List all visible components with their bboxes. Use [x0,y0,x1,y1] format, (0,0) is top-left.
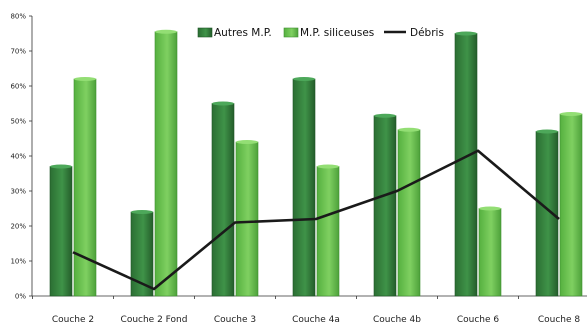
x-tick-label: Couche 6 [457,315,500,323]
bar-siliceuses [154,31,178,297]
y-tick-label: 0% [15,293,26,301]
y-tick-label: 20% [10,223,26,231]
bar-cap-siliceuses [398,127,420,132]
legend: Autres M.P. M.P. siliceuses Débris [197,27,444,39]
bar-cap-autres [455,31,477,36]
bar-cap-autres [374,113,396,118]
bar-autres [373,115,397,297]
y-tick-label: 80% [10,13,26,21]
bar-siliceuses [316,166,340,297]
x-tick-label: Couche 2 [52,315,94,323]
bar-cap-autres [212,101,234,106]
bar-siliceuses [559,113,583,297]
y-tick-label: 50% [10,118,26,126]
legend-swatch-siliceuses [283,27,299,38]
bar-cap-siliceuses [74,77,96,81]
legend-label-autres: Autres M.P. [214,27,272,39]
line-layer [72,149,560,291]
x-tick-label: Couche 2 Fond [121,315,188,323]
y-tick-label: 70% [10,48,26,56]
bar-cap-autres [50,164,72,169]
bar-cap-siliceuses [236,140,258,144]
bar-siliceuses [73,78,97,297]
x-tick-label: Couche 8 [538,315,581,323]
y-tick-label: 10% [10,258,26,266]
bar-siliceuses [397,129,421,297]
x-tick-label: Couche 3 [214,315,256,323]
bar-cap-siliceuses [155,29,177,34]
y-tick-label: 30% [10,188,26,196]
bar-autres [454,33,478,297]
y-tick-label: 40% [10,153,26,161]
x-tick-label: Couche 4a [292,315,340,323]
bar-autres [49,166,73,297]
bar-cap-autres [536,129,558,134]
bar-cap-autres [131,210,153,214]
bar-autres [211,103,235,297]
legend-swatch-autres [197,27,213,38]
labels-layer: 0% 10% 20% 30% 40% 50% 60% 70% 80% Couche 2 Couche… [10,13,580,323]
bar-siliceuses [235,141,259,297]
bars-layer [49,29,583,297]
bar-siliceuses [478,208,502,297]
bar-autres [292,78,316,297]
bar-cap-siliceuses [479,206,501,211]
x-tick-label: Couche 4b [373,315,421,323]
legend-label-siliceuses: M.P. siliceuses [300,27,374,39]
bar-cap-autres [293,77,315,81]
bar-cap-siliceuses [317,164,339,169]
bar-cap-siliceuses [560,112,582,116]
legend-label-debris: Débris [410,27,444,39]
y-tick-label: 60% [10,83,26,91]
